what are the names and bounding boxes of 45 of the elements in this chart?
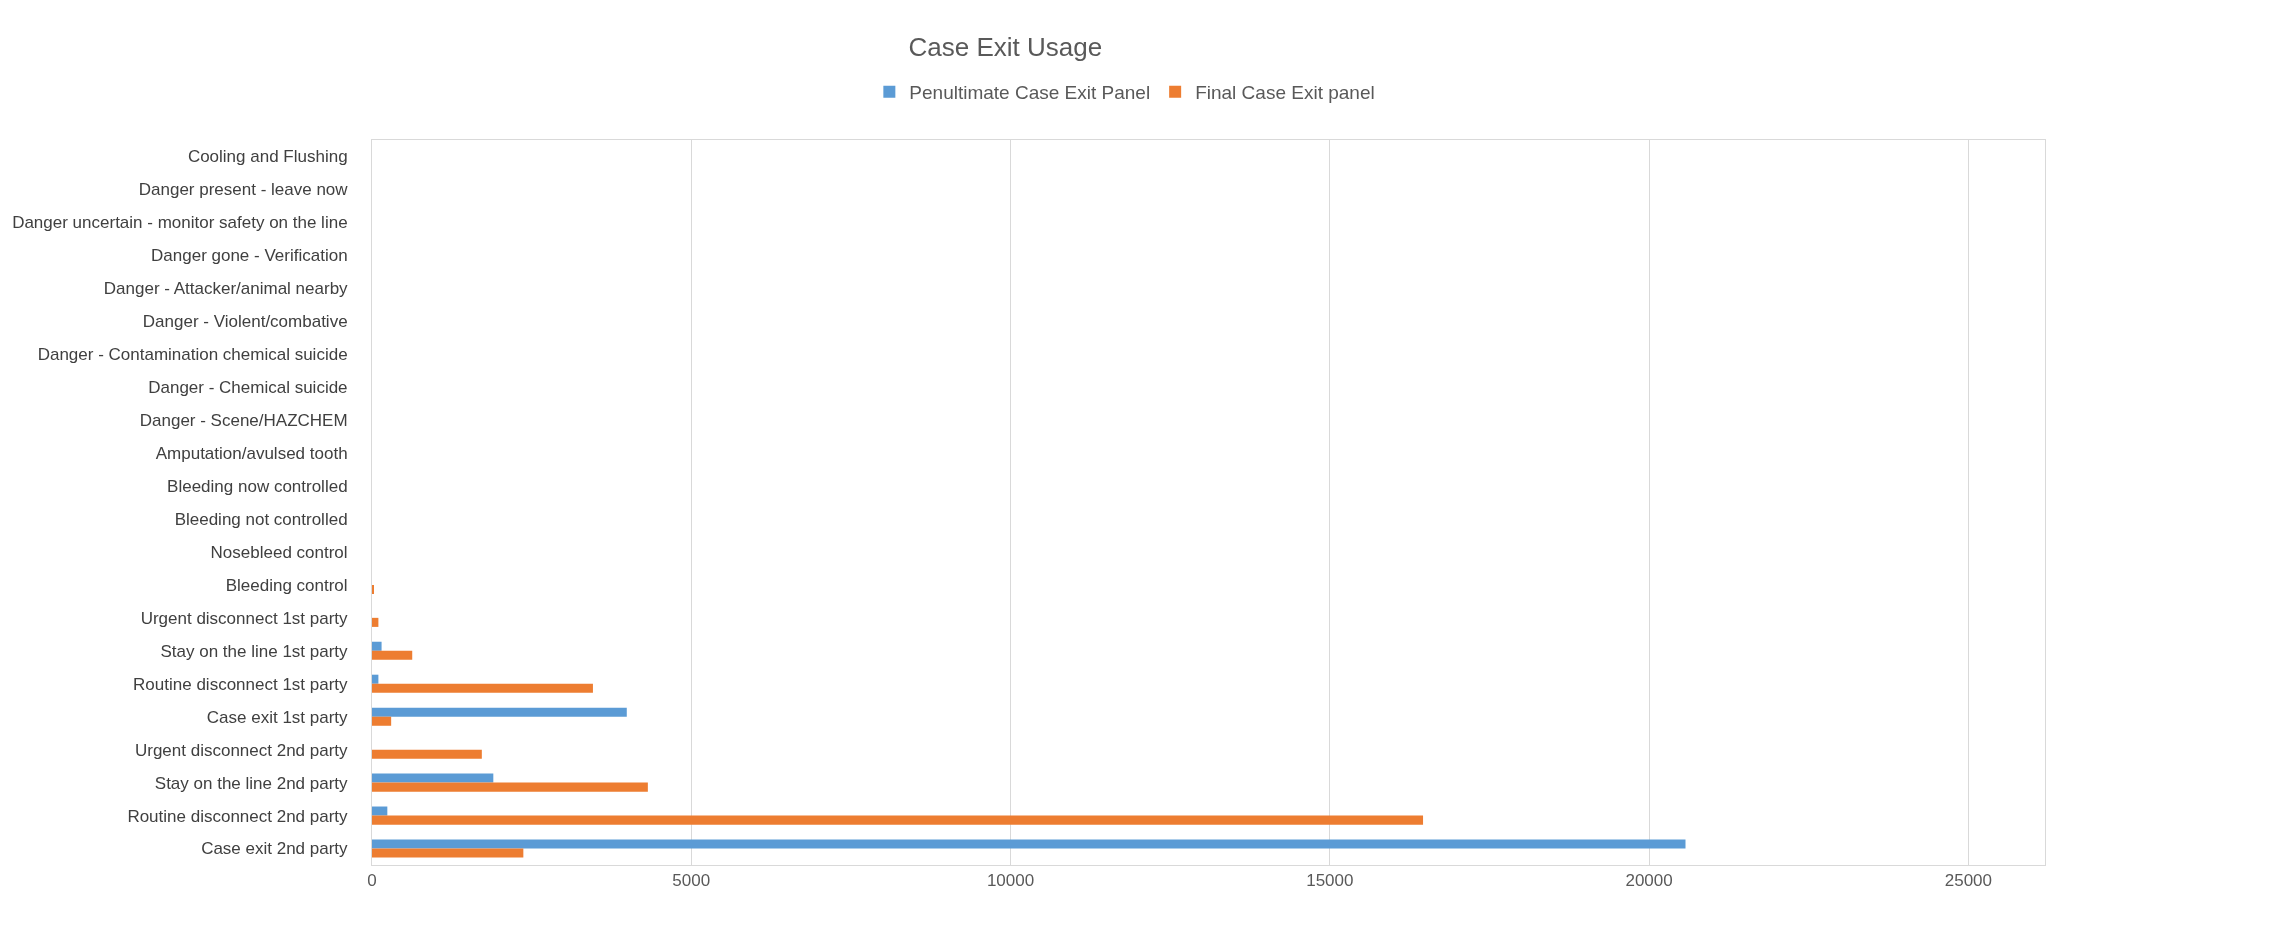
x-tick-label: 15000: [1306, 871, 1354, 891]
y-tick-label: Routine disconnect 2nd party: [127, 806, 349, 826]
y-tick-label: Danger present - leave now: [138, 180, 349, 200]
bar: [372, 782, 648, 792]
bar: [372, 848, 524, 858]
bar: [372, 641, 382, 651]
bar: [372, 650, 413, 660]
y-tick-label: Case exit 2nd party: [201, 839, 349, 859]
bar: [372, 716, 392, 726]
bar: [372, 749, 482, 759]
chart-title: Case Exit Usage: [908, 32, 1103, 62]
y-tick-label: Stay on the line 2nd party: [154, 773, 349, 793]
y-tick-label: Urgent disconnect 2nd party: [134, 740, 349, 760]
y-tick-label: Routine disconnect 1st party: [133, 674, 349, 694]
bar: [372, 773, 494, 783]
y-tick-label: Danger - Attacker/animal nearby: [103, 279, 349, 299]
y-tick-label: Case exit 1st party: [206, 707, 349, 727]
bar: [372, 815, 1424, 825]
bar: [372, 839, 1686, 849]
bar: [372, 617, 379, 627]
y-tick-label: Cooling and Flushing: [187, 147, 348, 167]
y-tick-label: Bleeding not controlled: [174, 509, 348, 529]
x-tick-label: 20000: [1625, 871, 1673, 891]
x-tick-label: 0: [367, 871, 377, 891]
y-tick-label: Bleeding now controlled: [167, 476, 348, 496]
y-tick-label: Danger - Scene/HAZCHEM: [139, 411, 348, 431]
y-tick-label: Danger - Chemical suicide: [148, 378, 348, 398]
legend-label: Final Case Exit panel: [1195, 82, 1375, 104]
y-tick-label: Urgent disconnect 1st party: [140, 608, 349, 628]
bar: [372, 806, 388, 816]
x-tick-label: 25000: [1944, 871, 1993, 891]
y-tick-label: Danger - Violent/combative: [142, 312, 348, 332]
y-tick-label: Stay on the line 1st party: [160, 641, 349, 661]
y-tick-label: Bleeding control: [225, 575, 348, 595]
x-tick-label: 5000: [672, 871, 711, 891]
y-tick-label: Amputation/avulsed tooth: [155, 444, 348, 464]
bar: [372, 683, 593, 693]
y-tick-label: Danger gone - Verification: [151, 246, 348, 266]
legend-label: Penultimate Case Exit Panel: [909, 82, 1151, 104]
bar: [372, 674, 379, 684]
y-tick-label: Nosebleed control: [210, 542, 348, 562]
x-tick-label: 10000: [986, 871, 1035, 891]
y-tick-label: Danger uncertain - monitor safety on the line: [12, 213, 348, 233]
y-tick-label: Danger - Contamination chemical suicide: [37, 345, 348, 365]
bar: [372, 707, 627, 717]
